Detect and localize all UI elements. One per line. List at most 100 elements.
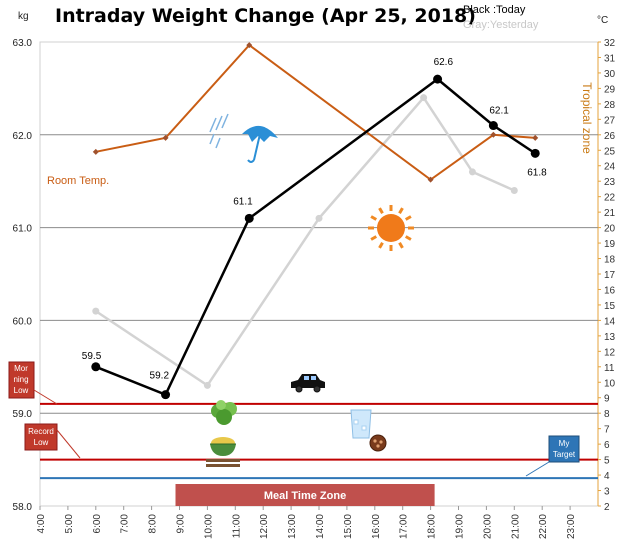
y-tick-label: 59.0 [13,409,33,420]
gridlines [40,134,598,414]
data-point [420,94,428,102]
my-target-text: My Target [553,439,576,459]
legend-yesterday: Gray:Yesterday [463,19,539,31]
morning-low-callout: Mor ning Low [8,361,58,405]
data-point [532,134,539,141]
x-tick-label: 11:00 [231,514,242,539]
salad-icon [211,400,237,425]
series-line [95,95,515,388]
data-point [490,131,497,138]
y2-tick-label: 13 [604,332,616,343]
sun-ray [404,235,412,241]
left-axis-unit: kg [18,11,29,22]
x-tick-label: 4:00 [36,514,47,534]
y2-tick-label: 18 [604,255,616,266]
y2-tick-label: 23 [604,177,616,188]
series-yesterday [92,94,518,389]
sun-ray [404,215,412,221]
y2-tick-label: 10 [604,378,616,389]
data-point [162,134,169,141]
x-tick-label: 19:00 [455,514,466,539]
y-tick-label: 63.0 [13,38,33,49]
legend-today: Black :Today [463,4,526,16]
data-label: 59.5 [82,351,102,362]
data-point [91,362,101,372]
y2-tick-label: 32 [604,38,616,49]
series-line [95,77,536,397]
y-tick-label: 61.0 [13,224,33,235]
series-today: 59.5 59.2 61.1 62.6 62.1 61.8 [82,57,547,400]
sun-ray [370,215,378,221]
x-tick-label: 10:00 [203,514,214,539]
x-tick-label: 5:00 [64,514,75,534]
data-point [468,168,476,176]
y2-tick-label: 28 [604,100,616,111]
x-tick-label: 9:00 [176,514,187,534]
y2-tick-label: 3 [604,487,610,498]
x-tick-label: 12:00 [259,514,270,539]
umbrella-rain-icon [209,113,278,163]
chopsticks-icon [206,459,240,467]
data-point [161,390,171,400]
data-point [427,176,434,183]
y2-tick-label: 4 [604,471,610,482]
data-point [433,74,443,84]
sun-ray [398,207,404,215]
y2-tick-label: 2 [604,502,610,513]
x-tick-label: 21:00 [510,514,521,539]
data-point [510,186,518,194]
series-line [95,43,536,181]
data-label: 62.1 [489,106,509,117]
y2-tick-label: 29 [604,84,616,95]
data-point [92,148,99,155]
meal-time-zone-bar [175,484,435,506]
data-point [203,381,211,389]
x-tick-label: 16:00 [371,514,382,539]
my-target-callout: My Target [525,435,580,477]
x-tick-label: 18:00 [427,514,438,539]
sun-ray [378,207,384,215]
y-tick-label: 62.0 [13,131,33,142]
x-tick-label: 22:00 [538,514,549,539]
y2-tick-label: 9 [604,394,610,405]
data-point [530,148,540,158]
y2-tick-label: 19 [604,239,616,250]
right-axis-unit: °C [597,15,608,26]
x-tick-label: 23:00 [566,514,577,539]
y2-tick-label: 26 [604,131,616,142]
y2-tick-label: 30 [604,69,616,80]
car-icon [291,374,325,393]
y2-tick-label: 22 [604,193,616,204]
x-tick-label: 13:00 [287,514,298,539]
sun-ray [370,235,378,241]
meal-time-zone: Meal Time Zone [175,484,435,506]
data-label: 62.6 [434,57,454,68]
water-glass-icon [350,409,372,439]
data-point [488,121,498,131]
y2-tick-label: 21 [604,208,616,219]
y2-tick-label: 20 [604,224,616,235]
y2-tick-label: 14 [604,316,616,327]
y2-tick-label: 8 [604,409,610,420]
plot-area [39,41,599,507]
reference-lines [40,402,598,480]
data-point [315,214,323,222]
y2-tick-label: 24 [604,162,616,173]
data-point [92,307,100,315]
x-tick-label: 7:00 [120,514,131,534]
data-label: 61.8 [527,167,547,178]
y2-tick-label: 31 [604,53,616,64]
morning-low-text: Mor ning Low [13,364,28,395]
room-temp-label: Room Temp. [47,175,109,187]
data-point [246,42,253,49]
sun-icon [368,205,414,251]
record-low-text: Record Low [28,427,54,447]
y2-tick-label: 11 [604,363,615,374]
data-label: 59.2 [150,371,170,382]
y2-tick-label: 15 [604,301,616,312]
y2-tick-label: 16 [604,285,616,296]
left-axis-ticks: 58.0 59.0 60.0 61.0 62.0 63.0 [13,38,33,513]
y2-tick-label: 6 [604,440,610,451]
y2-tick-label: 25 [604,146,616,157]
